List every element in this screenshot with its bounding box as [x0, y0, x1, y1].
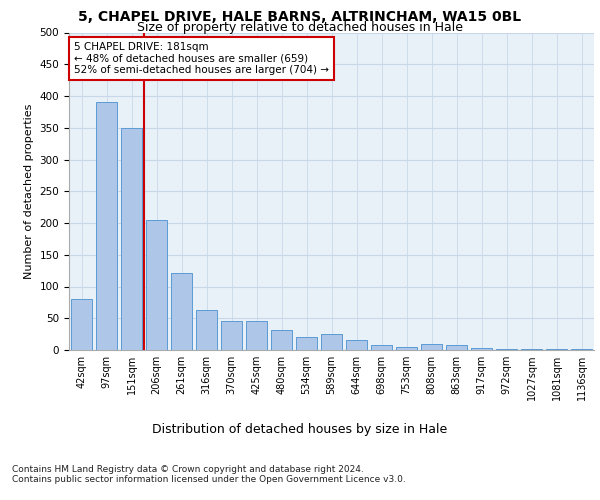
Y-axis label: Number of detached properties: Number of detached properties	[24, 104, 34, 279]
Bar	[296, 338, 317, 350]
Text: Distribution of detached houses by size in Hale: Distribution of detached houses by size …	[152, 422, 448, 436]
Bar	[96, 102, 117, 350]
Bar	[446, 345, 467, 350]
Bar	[271, 330, 292, 350]
Bar	[346, 340, 367, 350]
Bar	[421, 344, 442, 350]
Text: Contains HM Land Registry data © Crown copyright and database right 2024.
Contai: Contains HM Land Registry data © Crown c…	[12, 465, 406, 484]
Bar	[196, 310, 217, 350]
Bar	[321, 334, 342, 350]
Bar	[221, 322, 242, 350]
Bar	[246, 322, 267, 350]
Text: 5 CHAPEL DRIVE: 181sqm
← 48% of detached houses are smaller (659)
52% of semi-de: 5 CHAPEL DRIVE: 181sqm ← 48% of detached…	[74, 42, 329, 75]
Bar	[171, 272, 192, 350]
Bar	[121, 128, 142, 350]
Bar	[371, 345, 392, 350]
Bar	[71, 299, 92, 350]
Text: 5, CHAPEL DRIVE, HALE BARNS, ALTRINCHAM, WA15 0BL: 5, CHAPEL DRIVE, HALE BARNS, ALTRINCHAM,…	[79, 10, 521, 24]
Bar	[496, 348, 517, 350]
Bar	[146, 220, 167, 350]
Bar	[471, 348, 492, 350]
Bar	[396, 347, 417, 350]
Text: Size of property relative to detached houses in Hale: Size of property relative to detached ho…	[137, 21, 463, 34]
